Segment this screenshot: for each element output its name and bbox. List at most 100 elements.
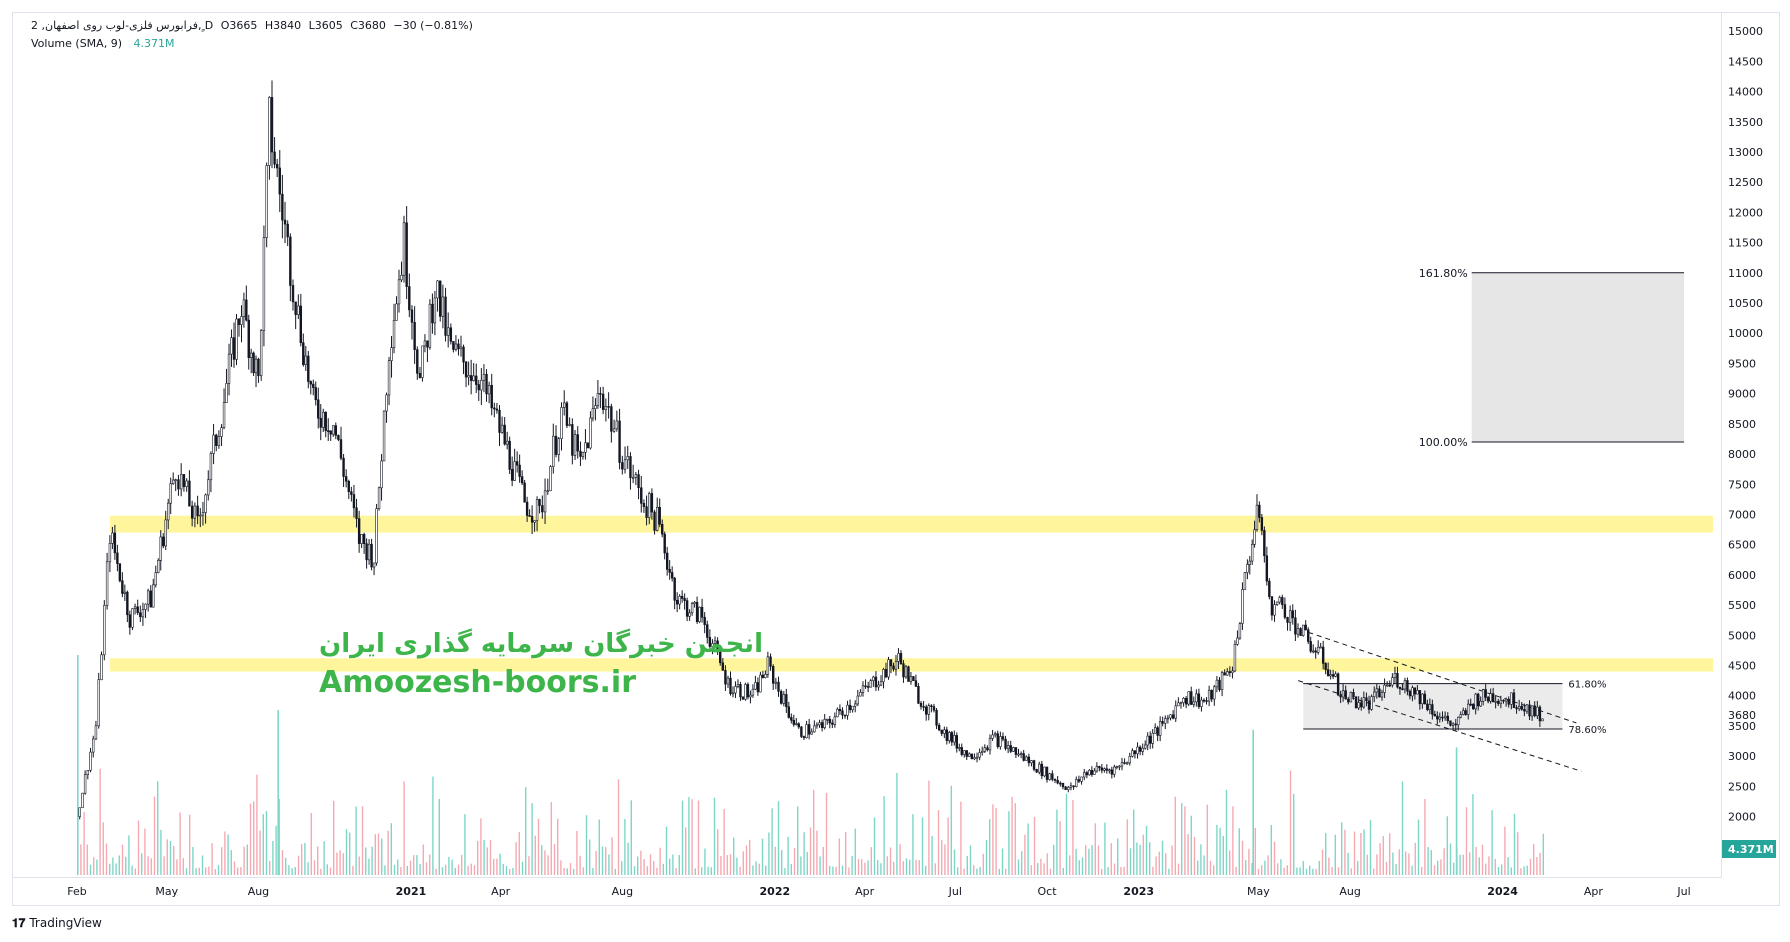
candle-body [1401, 688, 1404, 691]
candle-body [645, 506, 648, 518]
time-tick-label: May [155, 885, 178, 898]
volume-bar [294, 867, 296, 875]
candle-body [1393, 672, 1397, 678]
volume-bar [1072, 799, 1074, 875]
volume-bar [1168, 868, 1170, 875]
candle-body [1045, 766, 1049, 780]
volume-bar [1491, 810, 1493, 875]
volume-bar [150, 858, 152, 875]
candle-body [382, 410, 386, 462]
candle-body [963, 750, 966, 755]
volume-bar [1542, 833, 1544, 875]
chart-pane[interactable]: 161.80% 100.00% 61.80% 78.60% فرابورس فلزی-… [12, 12, 1722, 878]
time-tick-label: 2024 [1487, 885, 1518, 898]
candle-body [128, 614, 132, 628]
time-tick-label: 2022 [760, 885, 791, 898]
candle-body [708, 637, 712, 647]
candle-body [108, 543, 112, 563]
volume-bar [841, 865, 844, 875]
volume-bar [1011, 796, 1013, 875]
candle-body [563, 402, 566, 408]
candle-body [919, 702, 923, 707]
candle-body [1421, 693, 1424, 705]
volume-bar [125, 856, 127, 875]
fib-level-label: 78.60% [1568, 725, 1606, 736]
candle-body [854, 703, 857, 707]
price-tick-label: 14500 [1728, 55, 1763, 68]
time-axis[interactable]: Feb May Aug 2021 Apr Aug 2022 Apr Jul Oct 2023 May A… [12, 878, 1780, 906]
candle-body [252, 352, 255, 374]
volume-bar [944, 844, 946, 875]
volume-bar [131, 865, 133, 875]
candle-body [930, 705, 933, 707]
candle-body [1128, 756, 1131, 764]
volume-bar [784, 868, 786, 875]
volume-bar [723, 808, 725, 875]
candle-body [319, 417, 322, 428]
price-chart[interactable]: 161.80% 100.00% 61.80% 78.60% [13, 13, 1721, 877]
candle-body [1431, 704, 1434, 715]
candle-body [805, 724, 808, 739]
candle-body [395, 303, 398, 321]
candle-body [240, 316, 243, 325]
volume-bar [1267, 855, 1269, 875]
candle-body [1512, 692, 1516, 709]
candle-body [408, 286, 411, 311]
candle-body [787, 706, 791, 718]
candle-body [615, 420, 619, 430]
volume-bar [477, 840, 479, 875]
volume-bar [160, 829, 162, 875]
candle-body [1195, 693, 1198, 703]
candle-body [215, 434, 218, 446]
candle-body [1380, 692, 1384, 698]
fib-target-box [1471, 272, 1685, 442]
candle-body [1169, 714, 1172, 719]
volume-bar [467, 865, 469, 875]
candle-body [355, 507, 358, 519]
candle-body [131, 608, 134, 628]
candle-body [922, 706, 925, 708]
volume-bar [83, 812, 85, 875]
fib-level-label: 100.00% [1419, 436, 1468, 449]
time-tick-label: May [1247, 885, 1270, 898]
volume-bar [387, 830, 389, 875]
volume-bar [624, 818, 626, 875]
volume-bar [1395, 863, 1397, 875]
candle-body [314, 387, 317, 401]
volume-bar [1344, 829, 1346, 875]
candle-body [113, 532, 117, 554]
candle-body [1339, 694, 1342, 698]
candle-body [716, 640, 719, 651]
volume-bar [134, 868, 136, 875]
candle-body [1090, 770, 1094, 775]
candle-body [771, 666, 775, 684]
price-tick-label: 14000 [1728, 86, 1763, 99]
volume-label: Volume (SMA, 9) [31, 37, 122, 50]
volume-bar [464, 814, 466, 875]
candle-body [121, 580, 124, 594]
candle-body [78, 807, 81, 817]
price-tick-label: 5500 [1728, 599, 1756, 612]
tradingview-logo[interactable]: 𝟏𝟕 TradingView [12, 916, 102, 931]
volume-bar [713, 797, 716, 875]
volume-bar [761, 838, 764, 875]
candle-body [894, 661, 898, 670]
candle-body [1299, 628, 1302, 636]
candle-body [144, 603, 147, 610]
volume-bar [1229, 850, 1231, 875]
candle-body [139, 612, 142, 618]
candle-body [265, 165, 268, 238]
candle-body [826, 718, 829, 721]
candle-body [1314, 650, 1317, 653]
candle-body [1014, 747, 1018, 755]
symbol-title: فرابورس فلزی-لوب روی اصفهان, 2, ٍD [31, 19, 214, 32]
price-axis[interactable]: 1500200025003000350040004500500055006000… [1722, 12, 1780, 878]
candle-body [1426, 703, 1429, 710]
volume-bar [637, 856, 639, 875]
candle-body [1236, 637, 1239, 645]
volume-bar [576, 830, 578, 875]
candle-body [259, 330, 263, 377]
candle-body [790, 717, 793, 721]
candle-body [874, 676, 878, 688]
volume-bar [867, 860, 869, 875]
